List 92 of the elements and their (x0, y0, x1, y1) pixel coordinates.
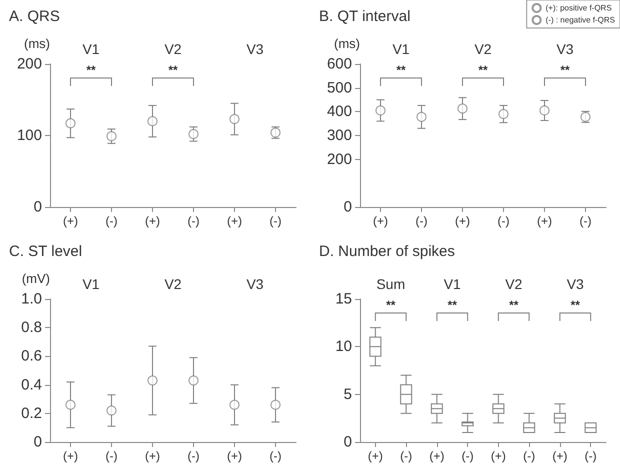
text: V1 (392, 41, 410, 57)
legend-label: (-) : negative f-QRS (546, 16, 616, 24)
y-tick-label: 0 (34, 434, 42, 450)
x-tick-label: (+) (145, 214, 160, 228)
annotation: ** (509, 298, 519, 312)
y-tick-label: 600 (326, 56, 352, 72)
x-tick-label: (+) (227, 449, 242, 463)
annotation: ** (386, 298, 396, 312)
point (416, 112, 426, 122)
x-tick-label: (+) (552, 449, 568, 463)
x-tick-label: (-) (188, 214, 200, 228)
x-tick-label: (-) (188, 449, 200, 463)
x-tick-label: (-) (106, 214, 118, 228)
legend-label: (+): positive f-QRS (546, 4, 612, 12)
y-tick-label: 0.6 (21, 348, 42, 365)
y-tick-label: 1.0 (21, 290, 42, 308)
x-tick-label: (-) (270, 449, 282, 463)
point (540, 105, 550, 116)
x-tick-label: (-) (106, 449, 118, 463)
y-axis-title: (ms) (334, 36, 360, 51)
y-tick-label: 0 (344, 434, 352, 450)
x-tick-label: (+) (227, 214, 242, 228)
x-tick-label: (-) (523, 449, 536, 463)
x-tick-label: (+) (63, 449, 78, 463)
y-tick-label: 500 (326, 79, 352, 96)
y-tick-label: 5 (344, 386, 352, 403)
x-tick-label: (-) (498, 214, 510, 228)
text: V3 (566, 276, 584, 292)
text: Sum (376, 276, 406, 292)
chart-title: B. QT interval (319, 8, 410, 25)
text: V3 (246, 41, 264, 57)
annotation: ** (448, 298, 458, 312)
y-tick-label: 10 (335, 338, 352, 356)
point (376, 105, 386, 116)
text: V3 (556, 41, 574, 57)
point (148, 376, 158, 386)
annotation: ** (86, 63, 96, 77)
point (106, 131, 116, 142)
text: V2 (474, 41, 492, 57)
y-axis-title: (ms) (24, 36, 50, 51)
y-axis-title: (mV) (22, 271, 50, 286)
y-tick-label: 0.4 (21, 376, 42, 394)
y-tick-label: 0.8 (21, 319, 42, 336)
point (498, 109, 508, 120)
x-tick-label: (+) (537, 214, 552, 228)
point (230, 400, 240, 410)
text: V1 (82, 41, 100, 57)
text: V2 (164, 276, 182, 292)
y-tick-label: 100 (16, 127, 42, 144)
point (270, 400, 280, 410)
point (106, 406, 116, 416)
x-tick-label: (+) (63, 214, 78, 228)
x-tick-label: (-) (462, 449, 474, 463)
x-tick-label: (-) (400, 449, 412, 463)
y-tick-label: 15 (335, 290, 352, 308)
y-tick-label: 0.2 (21, 404, 42, 422)
x-tick-label: (+) (373, 214, 388, 228)
x-tick-label: (+) (368, 449, 383, 463)
text: V1 (82, 276, 100, 292)
annotation: ** (168, 63, 178, 77)
point (188, 129, 198, 140)
point (188, 376, 198, 386)
y-tick-label: 200 (16, 56, 42, 72)
annotation: ** (560, 63, 570, 77)
y-tick-label: 300 (326, 127, 352, 144)
x-tick-label: (-) (580, 214, 592, 228)
chart-title: A. QRS (9, 8, 60, 25)
x-tick-label: (+) (490, 449, 506, 463)
y-tick-label: 400 (326, 103, 352, 120)
chart-title: D. Number of spikes (319, 243, 455, 260)
y-tick-label: 200 (326, 150, 352, 168)
point (230, 114, 240, 124)
y-tick-label: 0 (344, 198, 352, 216)
x-tick-label: (-) (584, 449, 597, 463)
text: V2 (164, 41, 182, 57)
y-tick-label: 0 (34, 198, 42, 216)
annotation: ** (478, 63, 488, 77)
annotation: ** (570, 298, 580, 312)
chart-title: C. ST level (9, 243, 82, 260)
x-tick-label: (+) (455, 214, 470, 228)
point (66, 118, 76, 128)
point (148, 116, 158, 126)
x-tick-label: (+) (429, 449, 444, 463)
text: V3 (246, 276, 264, 292)
text: V1 (444, 276, 462, 292)
x-tick-label: (-) (270, 214, 282, 228)
x-tick-label: (+) (145, 449, 160, 463)
x-tick-label: (-) (416, 214, 428, 228)
annotation: ** (396, 63, 406, 77)
point (66, 400, 76, 410)
point (458, 104, 468, 114)
text: V2 (505, 276, 523, 292)
